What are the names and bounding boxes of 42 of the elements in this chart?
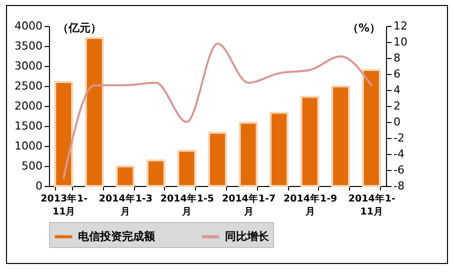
x-tick-label: 2014年1-5月 [160, 192, 214, 218]
y2-tick-label: 12 [394, 20, 408, 32]
bar [208, 132, 227, 187]
bar [177, 150, 196, 187]
legend-label: 电信投资完成额 [78, 230, 156, 243]
x-tick-label: 2014年1-7月 [222, 192, 276, 218]
y2-tick-label: -4 [394, 148, 404, 160]
bar [84, 37, 104, 187]
y-tick-label: 2000 [14, 100, 42, 112]
y2-tick-label: 4 [394, 84, 400, 96]
y2-tick-label: 8 [394, 52, 400, 64]
y2-axis-title: （%） [347, 22, 380, 34]
bar [300, 96, 320, 187]
legend-label: 同比增长 [225, 230, 270, 243]
y-tick-label: 500 [22, 160, 42, 172]
y-tick-label: 4000 [14, 20, 42, 32]
x-tick-label: 2014年1-9月 [284, 192, 338, 218]
bar [270, 112, 289, 187]
x-tick-label: 2014年1-3月 [98, 192, 152, 218]
y2-tick-label: 10 [394, 36, 408, 48]
bar [362, 69, 381, 187]
y2-tick-label: -8 [394, 180, 404, 192]
x-tick-label: 2013年1-11月 [40, 192, 88, 218]
y2-tick-label: 6 [394, 68, 400, 80]
y2-tick-label: 2 [394, 100, 400, 112]
bar [238, 122, 258, 187]
y2-tick-label: 0 [394, 116, 400, 128]
bar [54, 81, 74, 187]
line-series [62, 42, 372, 179]
y-tick-label: 0 [36, 180, 42, 192]
bar [116, 165, 135, 187]
bar [146, 159, 166, 187]
bar [331, 85, 350, 187]
y-tick-label: 1500 [14, 120, 42, 132]
y-tick-label: 3000 [14, 60, 42, 72]
y2-tick-label: -6 [394, 164, 404, 176]
y2-tick-label: -2 [394, 132, 404, 144]
y-axis-title: （亿元） [58, 22, 102, 34]
y-tick-label: 2500 [14, 80, 42, 92]
y-tick-label: 1000 [14, 140, 42, 152]
x-tick-label: 2014年1-11月 [348, 192, 396, 218]
y-tick-label: 3500 [14, 40, 42, 52]
